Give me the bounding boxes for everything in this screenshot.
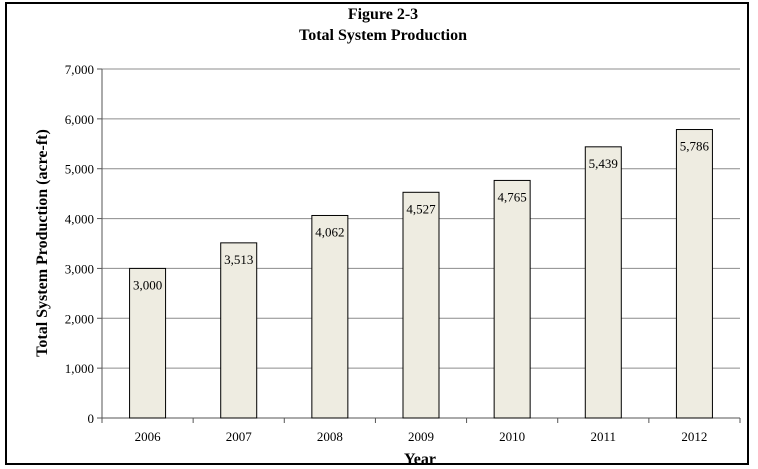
y-tick-label: 4,000 bbox=[65, 212, 94, 227]
x-tick-label-2007: 2007 bbox=[226, 429, 253, 444]
bar-2011 bbox=[584, 146, 622, 419]
y-tick-label: 5,000 bbox=[65, 162, 94, 177]
x-tick-label-2010: 2010 bbox=[499, 429, 525, 444]
y-tick-label: 2,000 bbox=[65, 311, 94, 326]
bar-2012 bbox=[675, 129, 713, 419]
x-tick-label-2009: 2009 bbox=[408, 429, 434, 444]
y-tick-label: 6,000 bbox=[65, 112, 94, 127]
data-label-2012: 5,786 bbox=[680, 139, 710, 154]
data-label-2006: 3,000 bbox=[133, 277, 162, 292]
data-label-2009: 4,527 bbox=[406, 201, 436, 216]
x-tick-label-2008: 2008 bbox=[317, 429, 343, 444]
y-axis-label: Total System Production (acre-ft) bbox=[34, 129, 51, 357]
y-tick-label: 3,000 bbox=[65, 261, 94, 276]
bar-2007 bbox=[220, 242, 258, 419]
x-tick-label-2012: 2012 bbox=[681, 429, 707, 444]
bar-2008 bbox=[311, 214, 349, 419]
x-axis-ticks: 2006 2007 2008 2009 2010 2011 2012 bbox=[101, 418, 741, 444]
data-label-2010: 4,765 bbox=[498, 189, 527, 204]
y-axis-ticks: 0 1,000 2,000 3,000 4,000 5,000 6,000 7,000 bbox=[65, 62, 102, 426]
chart-subtitle: Total System Production bbox=[299, 27, 467, 44]
data-label-2008: 4,062 bbox=[315, 224, 344, 239]
x-tick-label-2006: 2006 bbox=[135, 429, 162, 444]
bar-2009 bbox=[402, 191, 440, 419]
y-tick-label: 7,000 bbox=[65, 62, 94, 77]
bar-2006 bbox=[129, 267, 167, 419]
y-tick-label: 1,000 bbox=[65, 361, 94, 376]
x-axis-label: Year bbox=[404, 451, 436, 468]
bar-2010 bbox=[493, 179, 531, 419]
x-tick-label-2011: 2011 bbox=[591, 429, 617, 444]
bars: 3,000 3,513 4,062 4,527 4,765 5,439 5,786 bbox=[129, 129, 713, 419]
data-label-2007: 3,513 bbox=[224, 252, 253, 267]
data-label-2011: 5,439 bbox=[589, 156, 618, 171]
chart-frame bbox=[5, 2, 749, 465]
chart-title: Figure 2-3 bbox=[348, 6, 418, 23]
y-tick-label: 0 bbox=[88, 411, 95, 426]
gridlines bbox=[101, 68, 740, 419]
